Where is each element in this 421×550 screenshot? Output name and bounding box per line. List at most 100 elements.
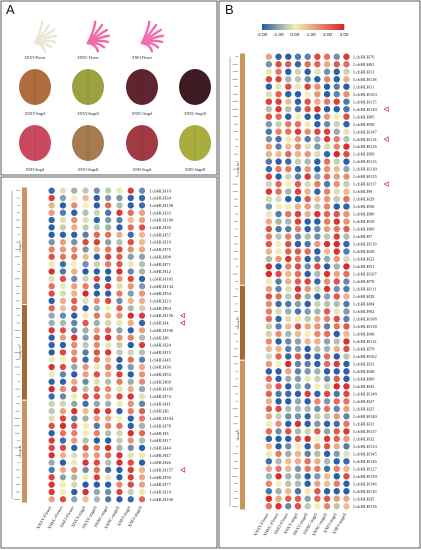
heatmap-cell (59, 466, 67, 474)
heatmap-cell (104, 238, 112, 246)
highlight-triangle (383, 106, 389, 112)
heatmap-cell (138, 334, 146, 341)
heatmap-cell (323, 128, 331, 135)
gene-label: LcbHLH23 (150, 299, 172, 304)
heatmap-cell (127, 466, 134, 474)
heatmap-cell (275, 368, 282, 375)
legend-gradient-step (292, 24, 296, 30)
heatmap-cell (48, 312, 55, 319)
heatmap-cell (93, 334, 101, 341)
flower-photo: XNFJ-Flower (132, 20, 165, 60)
heatmap-cell (314, 233, 321, 240)
heatmap-cell (71, 312, 78, 319)
heatmap-cell (323, 428, 331, 435)
heatmap-cell (294, 180, 302, 188)
heatmap-cell (104, 341, 112, 349)
heatmap-cell (343, 480, 350, 488)
heatmap-cell (304, 360, 311, 368)
heatmap-cell (127, 275, 134, 283)
legend-gradient-step (280, 24, 283, 30)
heatmap-cell (323, 465, 331, 473)
heatmap-cell (59, 474, 67, 481)
panel-a-heatmap-frame (0, 176, 218, 549)
heatmap-cell (93, 393, 101, 400)
leaf-photo: XNNC-StageI (126, 69, 158, 116)
heatmap-cell (323, 315, 331, 323)
heatmap-cell (93, 356, 101, 363)
heatmap-cell (304, 195, 311, 203)
heatmap-cell (314, 285, 321, 293)
heatmap-cell (343, 270, 350, 278)
heatmap-cell (93, 194, 101, 202)
heatmap-cell (71, 275, 78, 283)
heatmap-cell (59, 216, 67, 224)
heatmap-cell (127, 488, 134, 496)
heatmap-cell (116, 452, 123, 459)
gene-label: LcbHLH99 (353, 152, 375, 157)
heatmap-cell (48, 334, 55, 341)
heatmap-cell (343, 465, 350, 473)
petal-shape (86, 41, 100, 53)
heatmap-cell (304, 225, 311, 233)
heatmap-cell (304, 180, 311, 188)
heatmap-cell (93, 481, 101, 488)
heatmap-cell (265, 503, 273, 510)
heatmap-cell (127, 415, 134, 422)
heatmap-cell (82, 496, 89, 503)
heatmap-cell (48, 297, 55, 305)
heatmap-cell (275, 113, 282, 120)
heatmap-cell (275, 383, 282, 390)
heatmap-cell (294, 75, 302, 83)
heatmap-cell (323, 143, 331, 150)
heatmap-cell (71, 202, 78, 209)
heatmap-cell (116, 407, 123, 415)
heatmap-cell (304, 390, 311, 398)
heatmap-cell (265, 135, 273, 143)
heatmap-cell (304, 113, 311, 120)
heatmap-cell (275, 465, 282, 473)
heatmap-cell (343, 135, 350, 143)
heatmap-cell (304, 443, 311, 450)
group-label: Group IV (236, 316, 240, 330)
heatmap-cell (294, 263, 302, 270)
heatmap-cell (343, 143, 350, 150)
heatmap-cell (127, 356, 134, 363)
heatmap-cell (314, 375, 321, 383)
heatmap-cell (138, 444, 146, 452)
heatmap-cell (93, 488, 101, 496)
heatmap-cell (343, 195, 350, 203)
photo-label: XNFJ-StageII (185, 168, 206, 172)
heatmap-cell (285, 368, 292, 375)
heatmap-cell (48, 224, 55, 231)
heatmap-cell (59, 283, 67, 290)
heatmap-cell (104, 430, 112, 437)
heatmap-cell (116, 466, 123, 474)
heatmap-cell (48, 488, 55, 496)
heatmap-cell (138, 238, 146, 246)
group-label: Group II (18, 445, 22, 458)
heatmap-cell (82, 474, 89, 481)
heatmap-cell (304, 428, 311, 435)
heatmap-cell (314, 203, 321, 210)
heatmap-cell (275, 480, 282, 488)
gene-label: LcbHLH31 (353, 421, 375, 426)
heatmap-cell (333, 488, 340, 495)
heatmap-cell (265, 368, 273, 375)
heatmap-cell (48, 437, 55, 444)
gene-label: LcbHLH17 (150, 438, 172, 443)
gene-label: LcbHLH31 (353, 362, 375, 367)
heatmap-cell (294, 390, 302, 398)
heatmap-cell (343, 150, 350, 158)
heatmap-cell (265, 435, 273, 443)
heatmap-cell (93, 385, 101, 393)
group-label: Group III (236, 162, 240, 176)
gene-label: LcbHLH45 (150, 357, 172, 362)
heatmap-cell (333, 465, 340, 473)
heatmap-cell (265, 390, 273, 398)
heatmap-cell (82, 305, 89, 312)
heatmap-cell (59, 246, 67, 253)
heatmap-cell (343, 315, 350, 323)
heatmap-cell (333, 345, 340, 353)
leaf-photo: XNFJ-StageI (19, 125, 51, 172)
heatmap-cell (138, 327, 146, 334)
